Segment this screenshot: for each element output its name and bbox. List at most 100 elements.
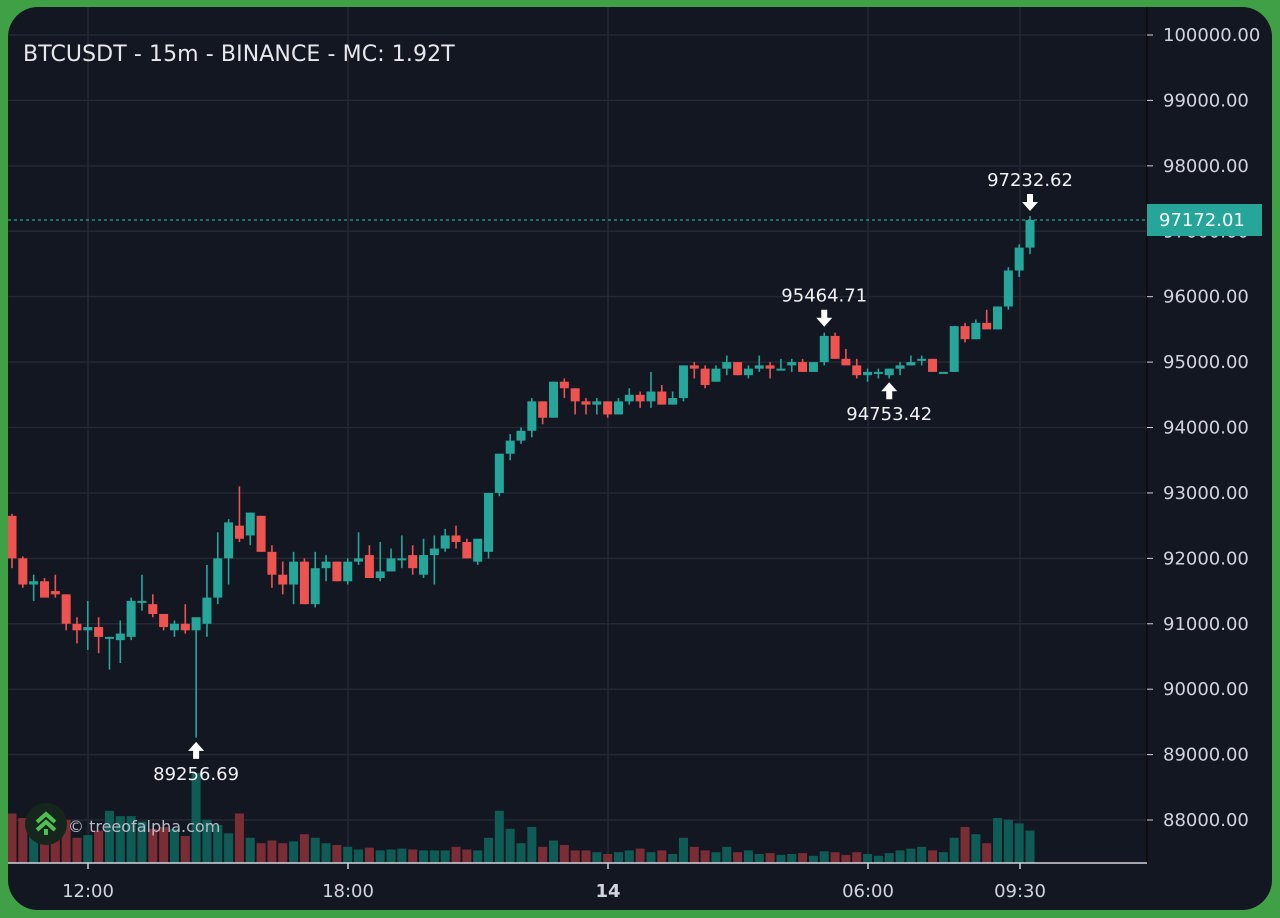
candle-body[interactable]	[419, 555, 429, 575]
candle-body[interactable]	[830, 335, 840, 359]
candle-body[interactable]	[505, 440, 515, 454]
candle-body[interactable]	[668, 398, 678, 405]
candle-body[interactable]	[94, 627, 104, 637]
volume-bar	[278, 843, 288, 863]
candle-body[interactable]	[473, 538, 483, 562]
candle-body[interactable]	[863, 371, 873, 376]
candle-body[interactable]	[386, 558, 396, 572]
candle-body[interactable]	[440, 535, 450, 549]
candle-body[interactable]	[960, 326, 970, 340]
candle-body[interactable]	[83, 627, 93, 631]
candle-body[interactable]	[126, 600, 136, 637]
candle-body[interactable]	[635, 394, 645, 402]
candle-body[interactable]	[733, 362, 743, 376]
candle-body[interactable]	[310, 568, 320, 605]
candle-body[interactable]	[819, 335, 829, 363]
candle-body[interactable]	[841, 358, 851, 366]
candle-body[interactable]	[906, 362, 916, 366]
candle-body[interactable]	[613, 401, 623, 415]
candle-body[interactable]	[917, 358, 927, 361]
candle-body[interactable]	[754, 365, 764, 369]
candle-body[interactable]	[484, 492, 494, 552]
candle-body[interactable]	[397, 558, 407, 561]
candle-body[interactable]	[538, 401, 548, 418]
candle-body[interactable]	[429, 548, 439, 556]
candle-body[interactable]	[191, 617, 201, 631]
candle-body[interactable]	[267, 551, 277, 575]
candle-body[interactable]	[603, 401, 613, 415]
candle-body[interactable]	[624, 394, 634, 402]
volume-bar	[451, 846, 461, 863]
last-price-badge	[1147, 204, 1262, 237]
candle-body[interactable]	[527, 401, 537, 431]
candle-body[interactable]	[61, 594, 71, 624]
candle-body[interactable]	[895, 365, 905, 369]
candle-body[interactable]	[343, 561, 353, 582]
candle-body[interactable]	[299, 561, 309, 605]
candlestick-chart[interactable]: 100000.0099000.0098000.0097000.0096000.0…	[8, 7, 1272, 910]
candle-body[interactable]	[798, 362, 808, 372]
candle-body[interactable]	[408, 555, 418, 569]
candle-body[interactable]	[765, 365, 775, 369]
candle-body[interactable]	[570, 388, 580, 402]
candle-body[interactable]	[516, 430, 526, 441]
price-annotation: 89256.69	[153, 764, 239, 785]
candle-body[interactable]	[115, 633, 125, 641]
candle-body[interactable]	[29, 581, 39, 585]
candle-body[interactable]	[72, 623, 82, 631]
candle-body[interactable]	[678, 365, 688, 399]
candle-body[interactable]	[354, 558, 364, 562]
candle-body[interactable]	[873, 371, 883, 374]
candle-body[interactable]	[364, 555, 374, 578]
candle-body[interactable]	[852, 365, 862, 376]
candle-body[interactable]	[808, 362, 818, 372]
candle-body[interactable]	[224, 522, 234, 559]
candle-body[interactable]	[559, 381, 569, 389]
candle-body[interactable]	[549, 381, 558, 418]
candle-body[interactable]	[494, 453, 504, 493]
candle-body[interactable]	[722, 362, 732, 369]
candle-body[interactable]	[689, 365, 699, 369]
candle-body[interactable]	[949, 326, 959, 372]
candle-body[interactable]	[159, 613, 169, 628]
candle-body[interactable]	[321, 561, 331, 569]
candle-body[interactable]	[451, 535, 461, 543]
candle-body[interactable]	[1025, 220, 1035, 248]
candle-body[interactable]	[462, 542, 472, 559]
candle-body[interactable]	[592, 401, 602, 405]
candle-body[interactable]	[180, 623, 190, 631]
candle-body[interactable]	[928, 358, 938, 372]
candle-body[interactable]	[711, 368, 721, 382]
candle-body[interactable]	[137, 600, 147, 603]
candle-body[interactable]	[938, 371, 948, 374]
candle-body[interactable]	[104, 636, 114, 639]
candle-body[interactable]	[18, 558, 28, 585]
candle-body[interactable]	[787, 362, 797, 366]
candle-body[interactable]	[332, 561, 342, 582]
candle-body[interactable]	[169, 623, 179, 631]
candle-body[interactable]	[982, 322, 992, 330]
candle-body[interactable]	[971, 322, 981, 340]
candle-body[interactable]	[1014, 247, 1024, 271]
candle-body[interactable]	[375, 571, 385, 578]
candle-body[interactable]	[743, 368, 753, 376]
candle-body[interactable]	[289, 561, 299, 585]
candle-body[interactable]	[993, 306, 1003, 330]
candle-body[interactable]	[234, 525, 244, 539]
candle-body[interactable]	[148, 604, 158, 614]
candle-body[interactable]	[39, 581, 49, 598]
candle-body[interactable]	[884, 368, 894, 376]
candle-body[interactable]	[646, 391, 656, 402]
candle-body[interactable]	[213, 558, 223, 598]
candle-body[interactable]	[8, 515, 17, 559]
candle-body[interactable]	[700, 368, 710, 385]
candle-body[interactable]	[202, 597, 212, 624]
candle-body[interactable]	[245, 512, 255, 536]
candle-body[interactable]	[1003, 270, 1013, 307]
candle-body[interactable]	[581, 401, 591, 405]
candle-body[interactable]	[278, 574, 288, 585]
candle-body[interactable]	[50, 591, 60, 595]
candle-body[interactable]	[256, 515, 266, 552]
candle-body[interactable]	[776, 368, 786, 371]
candle-body[interactable]	[657, 391, 667, 405]
